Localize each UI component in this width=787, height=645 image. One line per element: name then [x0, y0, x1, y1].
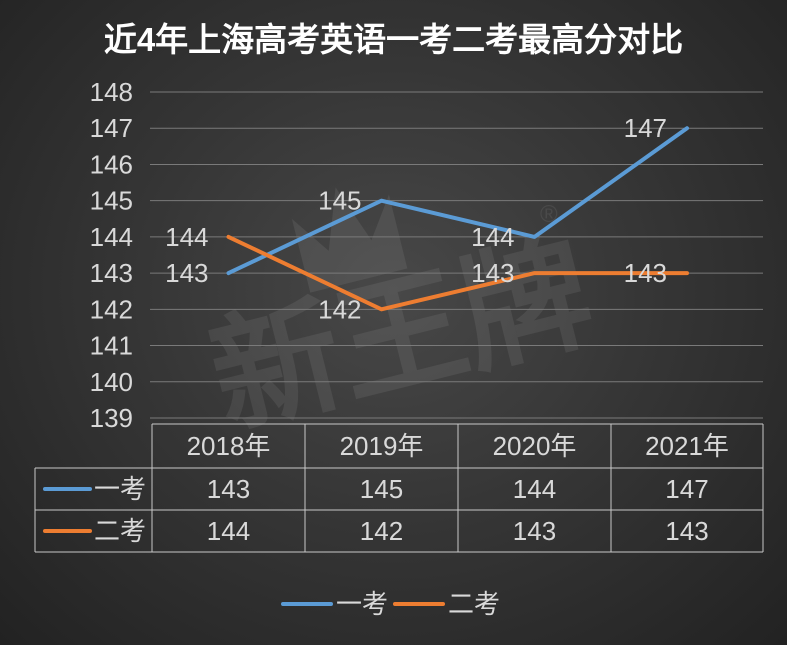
table-header-cell: 2019年: [340, 431, 424, 461]
legend: 一考 二考: [281, 589, 500, 619]
table-cell: 143: [207, 474, 250, 504]
y-axis: 139 140 141 142 143 144 145 146 147 148: [90, 77, 133, 433]
series-line-2: [226, 234, 689, 312]
data-label: 142: [318, 294, 361, 324]
series-line-1: [226, 126, 689, 276]
data-label: 144: [165, 222, 208, 252]
table-cell: 144: [513, 474, 556, 504]
table-header-cell: 2021年: [645, 431, 729, 461]
y-tick-label: 144: [90, 222, 133, 252]
y-tick-label: 145: [90, 186, 133, 216]
table-cell: 145: [360, 474, 403, 504]
watermark-crown-icon: [291, 187, 408, 293]
table-cell: 142: [360, 516, 403, 546]
watermark: 新王牌 ®: [198, 187, 605, 452]
legend-label: 一考: [336, 589, 388, 619]
legend-label: 二考: [448, 589, 500, 619]
data-label: 145: [318, 186, 361, 216]
series-lines: [226, 126, 689, 312]
data-label: 147: [624, 113, 667, 143]
data-label: 144: [471, 222, 514, 252]
table-cell: 147: [665, 474, 708, 504]
y-tick-label: 146: [90, 149, 133, 179]
table-cell: 143: [513, 516, 556, 546]
y-tick-label: 142: [90, 294, 133, 324]
table-row-label: 二考: [94, 516, 146, 546]
table-cell: 144: [207, 516, 250, 546]
table-header-cell: 2020年: [493, 431, 577, 461]
y-tick-label: 147: [90, 113, 133, 143]
data-label: 143: [624, 258, 667, 288]
table-row-label: 一考: [94, 474, 146, 504]
y-tick-label: 140: [90, 367, 133, 397]
y-tick-label: 143: [90, 258, 133, 288]
data-label: 143: [165, 258, 208, 288]
y-tick-label: 148: [90, 77, 133, 107]
table-header-cell: 2018年: [187, 431, 271, 461]
chart-title: 近4年上海高考英语一考二考最高分对比: [103, 21, 684, 58]
data-labels: 143 145 144 147 144 142 143 143: [165, 113, 667, 324]
y-tick-label: 141: [90, 331, 133, 361]
y-tick-label: 139: [90, 403, 133, 433]
table-cell: 143: [665, 516, 708, 546]
data-label: 143: [471, 258, 514, 288]
